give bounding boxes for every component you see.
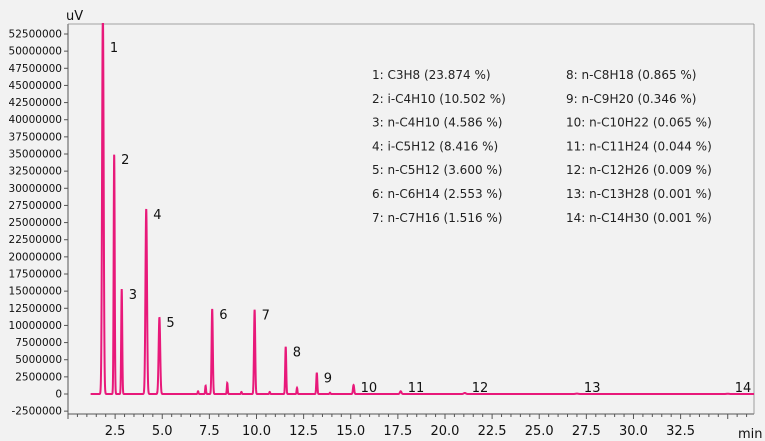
y-tick-label: 7500000 xyxy=(15,337,62,349)
y-tick-label: 35000000 xyxy=(9,149,62,161)
x-tick-label: 12.5 xyxy=(289,424,318,439)
x-tick-label: 2.5 xyxy=(105,424,126,439)
y-tick-label: 32500000 xyxy=(9,166,62,178)
peak-label-4: 4 xyxy=(153,208,161,223)
peak-label-3: 3 xyxy=(129,288,137,303)
legend-entry: 3: n-C4H10 (4.586 %) xyxy=(372,116,502,130)
legend-entry: 14: n-C14H30 (0.001 %) xyxy=(566,211,712,225)
y-axis-ticks: 5250000050000000475000004500000042500000… xyxy=(9,29,68,418)
peak-label-5: 5 xyxy=(166,316,174,331)
x-tick-label: 10.0 xyxy=(242,424,271,439)
legend-entry: 9: n-C9H20 (0.346 %) xyxy=(566,92,696,106)
x-tick-label: 15.0 xyxy=(336,424,365,439)
x-tick-label: 17.5 xyxy=(383,424,412,439)
legend-entry: 2: i-C4H10 (10.502 %) xyxy=(372,92,506,106)
y-tick-label: 15000000 xyxy=(9,286,62,298)
legend-entry: 6: n-C6H14 (2.553 %) xyxy=(372,187,502,201)
peak-label-14: 14 xyxy=(735,381,752,396)
y-tick-label: 45000000 xyxy=(9,80,62,92)
legend: 1: C3H8 (23.874 %) 2: i-C4H10 (10.502 %) 3… xyxy=(372,68,712,225)
y-tick-label: 27500000 xyxy=(9,200,62,212)
y-tick-label: 0 xyxy=(55,389,62,401)
y-tick-label: 17500000 xyxy=(9,269,62,281)
legend-entry: 11: n-C11H24 (0.044 %) xyxy=(566,139,712,153)
legend-entry: 5: n-C5H12 (3.600 %) xyxy=(372,163,502,177)
y-tick-label: 37500000 xyxy=(9,131,62,143)
peak-label-13: 13 xyxy=(584,381,601,396)
peak-label-10: 10 xyxy=(361,381,378,396)
y-tick-label: 12500000 xyxy=(9,303,62,315)
y-tick-label: 25000000 xyxy=(9,217,62,229)
x-axis-ticks: 2.5 5.0 7.5 10.0 12.5 15.0 17.5 20.0 22.5 25.0 27.… xyxy=(67,414,748,439)
peak-label-12: 12 xyxy=(472,381,489,396)
legend-entry: 8: n-C8H18 (0.865 %) xyxy=(566,68,696,82)
peak-label-2: 2 xyxy=(121,153,129,168)
legend-entry: 13: n-C13H28 (0.001 %) xyxy=(566,187,712,201)
chromatogram-trace xyxy=(90,23,755,395)
legend-entry: 4: i-C5H12 (8.416 %) xyxy=(372,139,498,153)
peak-label-11: 11 xyxy=(408,381,425,396)
y-tick-label: 50000000 xyxy=(9,46,62,58)
peak-label-1: 1 xyxy=(110,41,118,56)
x-tick-label: 22.5 xyxy=(478,424,507,439)
y-tick-label: 22500000 xyxy=(9,234,62,246)
y-tick-label: 52500000 xyxy=(9,29,62,41)
x-tick-label: 32.5 xyxy=(666,424,695,439)
legend-entry: 10: n-C10H22 (0.065 %) xyxy=(566,116,712,130)
x-tick-label: 5.0 xyxy=(152,424,173,439)
y-tick-label: 20000000 xyxy=(9,251,62,263)
y-tick-label: 40000000 xyxy=(9,114,62,126)
y-tick-label: 5000000 xyxy=(15,354,62,366)
x-tick-label: 30.0 xyxy=(619,424,648,439)
y-tick-label: 30000000 xyxy=(9,183,62,195)
x-tick-label: 20.0 xyxy=(431,424,460,439)
y-tick-label: 10000000 xyxy=(9,320,62,332)
legend-entry: 7: n-C7H16 (1.516 %) xyxy=(372,211,502,225)
peak-label-8: 8 xyxy=(293,346,301,361)
y-axis-unit-label: uV xyxy=(66,9,83,24)
peak-label-6: 6 xyxy=(219,308,227,323)
x-tick-label: 27.5 xyxy=(572,424,601,439)
x-axis-unit-label: min xyxy=(738,427,763,441)
y-tick-label: 42500000 xyxy=(9,97,62,109)
peak-label-9: 9 xyxy=(324,372,332,387)
y-tick-label: 47500000 xyxy=(9,63,62,75)
x-tick-label: 25.0 xyxy=(525,424,554,439)
peak-label-7: 7 xyxy=(262,309,270,324)
legend-entry: 1: C3H8 (23.874 %) xyxy=(372,68,491,82)
legend-entry: 12: n-C12H26 (0.009 %) xyxy=(566,163,712,177)
y-tick-label: -2500000 xyxy=(11,406,62,418)
y-tick-label: 2500000 xyxy=(15,371,62,383)
x-tick-label: 7.5 xyxy=(199,424,220,439)
